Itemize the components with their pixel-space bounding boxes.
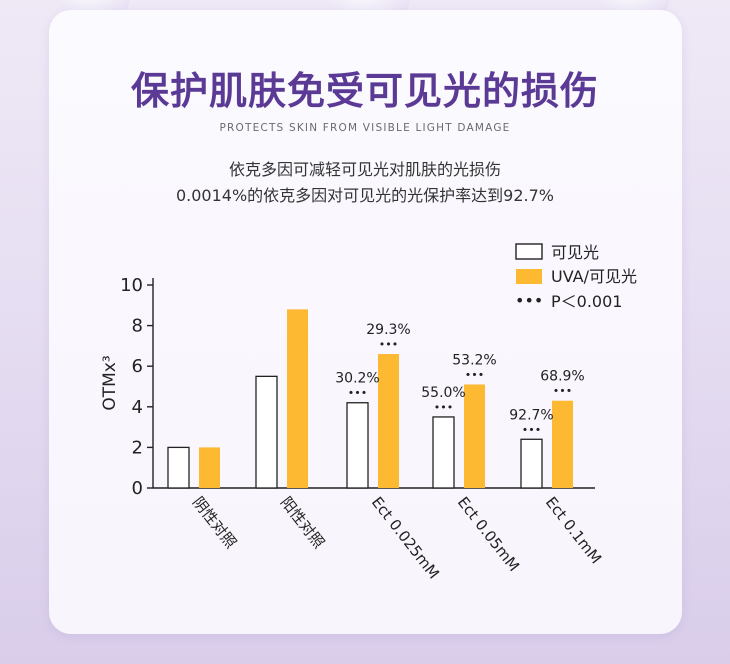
x-tick-label: 阴性对照 (189, 493, 240, 551)
y-tick-label: 10 (120, 275, 143, 296)
y-tick-label: 2 (132, 437, 143, 458)
bar-uva (199, 447, 220, 488)
y-tick-label: 6 (132, 356, 143, 377)
bar-uva (464, 384, 485, 488)
legend-sig-label: P＜0.001 (551, 292, 622, 311)
significance-marker: ••• (465, 368, 484, 381)
y-tick-label: 0 (132, 478, 143, 499)
bar-visible (167, 446, 190, 489)
bar-visible (346, 402, 369, 489)
data-label: 68.9% (540, 369, 584, 385)
y-tick-label: 8 (132, 316, 143, 337)
legend-label-uva: UVA/可见光 (551, 267, 637, 286)
data-label: 92.7% (509, 407, 553, 423)
bar-visible (520, 438, 543, 489)
x-tick-label: Ect 0.025mM (368, 493, 443, 582)
legend-label-visible: 可见光 (551, 243, 599, 262)
significance-marker: ••• (522, 423, 541, 436)
y-axis-label: OTMx³ (100, 355, 120, 410)
data-label: 55.0% (421, 385, 465, 401)
content-card (49, 10, 682, 634)
significance-marker: ••• (434, 401, 453, 414)
description-line-2: 0.0014%的依克多因对可见光的光保护率达到92.7% (175, 186, 555, 205)
chart-legend: 可见光 UVA/可见光 ••• P＜0.001 (515, 243, 637, 311)
legend-sig-marker: ••• (515, 291, 543, 310)
x-tick-label: Ect 0.1mM (542, 493, 605, 567)
significance-marker: ••• (553, 385, 572, 398)
x-tick-label: 阳性对照 (277, 493, 328, 551)
legend-swatch-uva (516, 269, 542, 284)
x-tick-label: Ect 0.05mM (454, 493, 523, 574)
legend-swatch-visible (515, 243, 543, 260)
description-line-1: 依克多因可减轻可见光对肌肤的光损伤 (228, 160, 501, 179)
bar-visible (255, 375, 278, 489)
data-label: 53.2% (452, 352, 496, 368)
bar-uva (287, 309, 308, 488)
y-tick-label: 4 (132, 397, 143, 418)
page-title: 保护肌肤免受可见光的损伤 (130, 69, 599, 113)
significance-marker: ••• (379, 338, 398, 351)
bar-uva (552, 400, 573, 488)
bar-visible (432, 416, 455, 489)
data-label: 29.3% (366, 322, 410, 338)
significance-marker: ••• (348, 387, 367, 400)
bar-uva (378, 354, 399, 488)
data-label: 30.2% (335, 371, 379, 387)
page-subtitle-en: PROTECTS SKIN FROM VISIBLE LIGHT DAMAGE (219, 122, 511, 134)
